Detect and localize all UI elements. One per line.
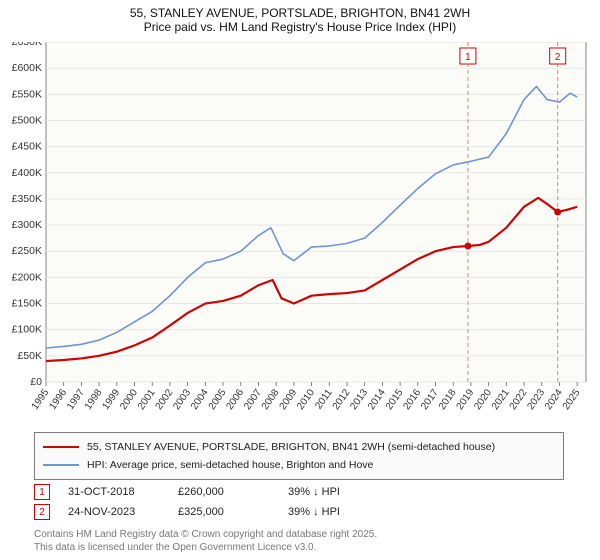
title-line-2: Price paid vs. HM Land Registry's House … [0, 20, 600, 34]
svg-text:2001: 2001 [136, 387, 158, 412]
chart-title-block: 55, STANLEY AVENUE, PORTSLADE, BRIGHTON,… [0, 0, 600, 34]
svg-text:£200K: £200K [12, 271, 42, 283]
svg-text:2021: 2021 [490, 387, 512, 412]
svg-text:2002: 2002 [154, 387, 176, 412]
legend-label-property: 55, STANLEY AVENUE, PORTSLADE, BRIGHTON,… [87, 441, 495, 453]
svg-text:1998: 1998 [83, 387, 105, 412]
svg-text:£450K: £450K [12, 141, 42, 153]
svg-text:£550K: £550K [12, 88, 42, 100]
svg-text:£600K: £600K [12, 62, 42, 74]
event-badge-2: 2 [34, 504, 50, 520]
svg-text:2019: 2019 [455, 387, 477, 412]
svg-text:2014: 2014 [366, 387, 388, 412]
svg-text:£650K: £650K [12, 42, 42, 48]
event-delta: 39% ↓ HPI [288, 506, 398, 518]
svg-text:1999: 1999 [101, 387, 123, 412]
svg-text:2011: 2011 [313, 387, 335, 411]
svg-text:£400K: £400K [12, 167, 42, 179]
svg-text:2017: 2017 [419, 387, 441, 412]
legend-label-hpi: HPI: Average price, semi-detached house,… [87, 459, 373, 471]
legend-swatch-property [43, 446, 79, 448]
svg-text:2018: 2018 [437, 387, 459, 412]
svg-text:2024: 2024 [543, 387, 565, 412]
svg-text:1997: 1997 [65, 387, 87, 412]
svg-text:2013: 2013 [348, 387, 370, 412]
event-badge-1: 1 [34, 484, 50, 500]
event-date: 31-OCT-2018 [68, 486, 178, 498]
svg-text:2004: 2004 [189, 387, 211, 412]
footer-attribution: Contains HM Land Registry data © Crown c… [34, 529, 377, 554]
svg-text:£150K: £150K [12, 298, 42, 310]
legend-swatch-hpi [43, 464, 79, 466]
svg-text:£0: £0 [30, 376, 42, 388]
title-line-1: 55, STANLEY AVENUE, PORTSLADE, BRIGHTON,… [0, 6, 600, 20]
legend-row: HPI: Average price, semi-detached house,… [43, 456, 555, 474]
legend-row: 55, STANLEY AVENUE, PORTSLADE, BRIGHTON,… [43, 438, 555, 456]
event-price: £325,000 [178, 506, 288, 518]
chart-svg: £0 £50K £100K £150K £200K £250K £300K £350K £400… [0, 42, 600, 422]
footer-line-2: This data is licensed under the Open Gov… [34, 542, 377, 555]
legend-box: 55, STANLEY AVENUE, PORTSLADE, BRIGHTON,… [34, 432, 564, 480]
event-row: 1 31-OCT-2018 £260,000 39% ↓ HPI [34, 482, 564, 502]
svg-text:£350K: £350K [12, 193, 42, 205]
svg-text:2020: 2020 [472, 387, 494, 412]
svg-text:2025: 2025 [561, 387, 583, 412]
svg-text:2: 2 [555, 52, 561, 63]
svg-text:2009: 2009 [278, 387, 300, 412]
svg-text:2022: 2022 [508, 387, 530, 412]
footer-line-1: Contains HM Land Registry data © Crown c… [34, 529, 377, 542]
svg-text:1: 1 [465, 52, 471, 63]
event-row: 2 24-NOV-2023 £325,000 39% ↓ HPI [34, 502, 564, 522]
event-date: 24-NOV-2023 [68, 506, 178, 518]
svg-text:2006: 2006 [224, 387, 246, 412]
svg-text:2016: 2016 [401, 387, 423, 412]
svg-text:2007: 2007 [242, 387, 264, 412]
svg-text:£250K: £250K [12, 245, 42, 257]
svg-text:£500K: £500K [12, 114, 42, 126]
svg-text:2010: 2010 [295, 387, 317, 412]
svg-text:2000: 2000 [118, 387, 140, 412]
event-delta: 39% ↓ HPI [288, 486, 398, 498]
svg-text:2023: 2023 [525, 387, 547, 412]
event-price: £260,000 [178, 486, 288, 498]
svg-text:1995: 1995 [30, 387, 52, 412]
chart-area: £0 £50K £100K £150K £200K £250K £300K £350K £400… [0, 42, 600, 422]
svg-text:£300K: £300K [12, 219, 42, 231]
svg-text:2003: 2003 [171, 387, 193, 412]
svg-text:2015: 2015 [384, 387, 406, 412]
svg-text:£50K: £50K [17, 350, 42, 362]
svg-text:1996: 1996 [47, 387, 69, 412]
svg-text:2005: 2005 [207, 387, 229, 412]
svg-text:2008: 2008 [260, 387, 282, 412]
svg-text:£100K: £100K [12, 324, 42, 336]
svg-text:2012: 2012 [331, 387, 353, 412]
events-table: 1 31-OCT-2018 £260,000 39% ↓ HPI 2 24-NO… [34, 482, 564, 522]
